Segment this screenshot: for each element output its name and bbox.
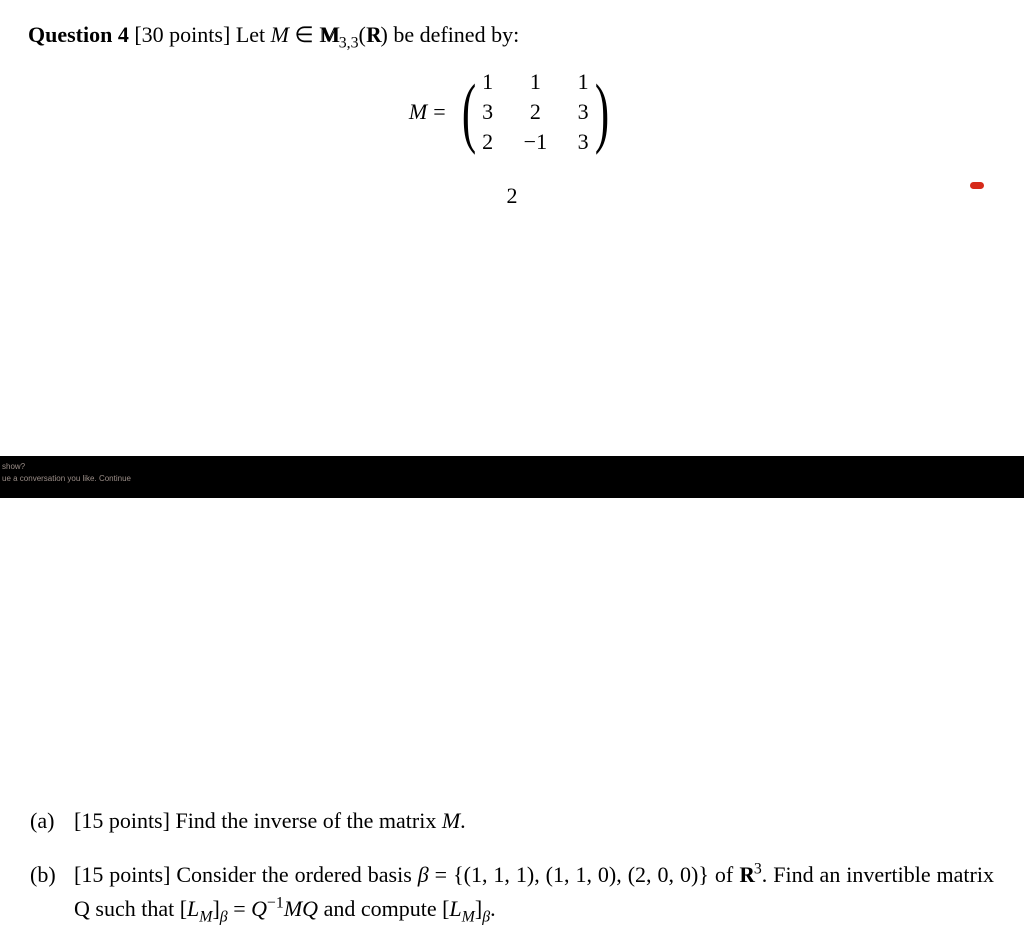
question-in: ∈: [289, 22, 319, 47]
matrix-lhs: M: [409, 99, 427, 125]
part-a-label: (a): [30, 804, 74, 838]
matrix-cell: 1: [478, 69, 498, 95]
rhs-Q: Q: [251, 896, 267, 921]
rhs-M: M: [284, 896, 302, 921]
part-b-text1: Consider the ordered basis: [170, 862, 417, 887]
black-strip: show? ue a conversation you like. Contin…: [0, 456, 1024, 498]
matrix-cell: 2: [524, 99, 547, 125]
strip-text-2: ue a conversation you like. Continue: [2, 474, 131, 484]
paren-right-icon: ): [595, 73, 609, 151]
question-header: Question 4 [30 points] Let M ∈ M3,3(R) b…: [28, 18, 996, 51]
question-points: [30 points]: [134, 22, 230, 47]
part-a-text: Find the inverse of the matrix: [170, 808, 442, 833]
field-R3: R: [739, 862, 754, 887]
paren-open: (: [359, 22, 366, 47]
lm-Msub: M: [199, 909, 212, 926]
question-intro-2: be defined by:: [388, 22, 519, 47]
part-b-text2b: and compute: [318, 896, 442, 921]
lm-close: ]: [212, 896, 219, 921]
part-a-points: [15 points]: [74, 808, 170, 833]
final-dot: .: [490, 896, 496, 921]
rhs-inv: −1: [267, 895, 284, 912]
question-parts: (a) [15 points] Find the inverse of the …: [0, 804, 1024, 946]
rhs-Q2: Q: [302, 896, 318, 921]
question-intro-1: Let: [236, 22, 271, 47]
matrix-cell: 1: [573, 69, 593, 95]
lm2-L: L: [449, 896, 461, 921]
part-b-points: [15 points]: [74, 862, 170, 887]
lm-L: L: [187, 896, 199, 921]
part-a-M: M: [442, 808, 460, 833]
part-b-basis: {(1, 1, 1), (1, 1, 0), (2, 0, 0)}: [453, 862, 709, 887]
field-R: R: [366, 22, 381, 47]
part-b-beta: β: [418, 862, 429, 887]
matrix-space-M: M: [319, 22, 339, 47]
r3-dot: .: [762, 862, 768, 887]
matrix-grid: 1 1 1 3 2 3 2 −1 3: [478, 69, 593, 155]
part-b-eq2: =: [228, 896, 251, 921]
matrix-cell: 3: [573, 129, 593, 155]
lm-open: [: [180, 896, 187, 921]
question-var-M: M: [271, 22, 289, 47]
part-a: (a) [15 points] Find the inverse of the …: [30, 804, 994, 838]
page-number: 2: [28, 183, 996, 209]
part-b: (b) [15 points] Consider the ordered bas…: [30, 858, 994, 926]
matrix-cell: 2: [478, 129, 498, 155]
part-a-dot: .: [460, 808, 466, 833]
matrix-space-sub: 3,3: [339, 34, 359, 51]
lm2-Msub: M: [462, 909, 475, 926]
red-marker-icon: [970, 182, 984, 189]
part-b-of: of: [709, 862, 739, 887]
part-b-label: (b): [30, 858, 74, 926]
matrix-eq: =: [433, 99, 445, 125]
matrix-definition: M = ( 1 1 1 3 2 3 2 −1 3 ): [28, 69, 996, 155]
question-label: Question 4: [28, 22, 129, 47]
matrix-cell: 3: [478, 99, 498, 125]
matrix-cell: −1: [524, 129, 547, 155]
lm2-beta: β: [482, 909, 490, 926]
strip-text-1: show?: [2, 462, 25, 472]
lm-beta: β: [220, 909, 228, 926]
part-b-eq: =: [429, 862, 453, 887]
matrix-cell: 1: [524, 69, 547, 95]
paren-left-icon: (: [462, 73, 476, 151]
matrix-cell: 3: [573, 99, 593, 125]
